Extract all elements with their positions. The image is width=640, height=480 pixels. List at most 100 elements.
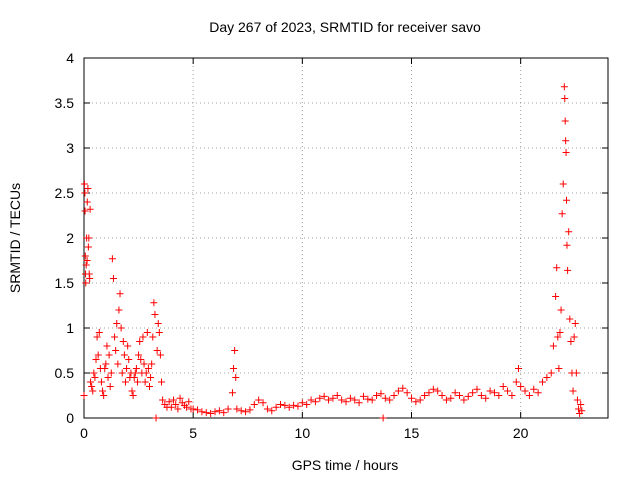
data-point	[88, 383, 96, 390]
data-point	[562, 137, 570, 145]
data-point	[85, 234, 93, 242]
data-point	[167, 403, 175, 411]
data-point	[94, 351, 102, 359]
data-point	[563, 196, 571, 204]
data-point	[231, 347, 239, 354]
data-point	[298, 399, 306, 407]
data-point	[81, 189, 89, 197]
x-tick-label: 10	[295, 425, 311, 441]
data-point	[83, 257, 91, 264]
data-point	[224, 405, 232, 413]
data-point	[118, 369, 126, 377]
data-point	[81, 207, 89, 215]
data-point	[90, 369, 98, 377]
data-point	[377, 390, 385, 398]
data-point	[165, 398, 173, 406]
data-point	[558, 210, 566, 218]
data-point	[121, 378, 129, 386]
data-point	[132, 365, 140, 372]
data-point	[125, 356, 133, 363]
data-point	[560, 83, 568, 91]
data-point	[91, 374, 99, 381]
data-point	[285, 403, 293, 411]
data-point	[172, 401, 180, 408]
data-point	[92, 356, 100, 363]
data-point	[434, 387, 442, 395]
data-point	[144, 365, 152, 372]
data-point	[421, 392, 429, 399]
data-point	[429, 385, 437, 393]
data-point	[115, 306, 123, 314]
data-point	[552, 293, 560, 300]
data-point	[82, 279, 90, 287]
data-point	[99, 387, 107, 395]
data-point	[386, 396, 394, 404]
data-point	[561, 117, 569, 125]
data-point	[316, 394, 324, 402]
data-point	[556, 329, 564, 336]
data-point	[412, 398, 420, 406]
data-point	[566, 315, 574, 323]
data-point	[84, 243, 92, 251]
data-point	[333, 392, 341, 399]
data-point	[451, 389, 459, 397]
data-point	[84, 185, 92, 192]
data-point	[158, 378, 166, 386]
data-point	[86, 275, 94, 282]
data-point	[202, 409, 210, 417]
data-point	[176, 394, 184, 402]
data-point	[307, 396, 315, 404]
data-point	[83, 198, 91, 206]
data-point	[135, 351, 143, 359]
data-point	[255, 396, 263, 404]
data-point	[486, 387, 494, 395]
data-point	[86, 205, 94, 213]
data-point	[237, 407, 245, 415]
data-point	[89, 387, 97, 395]
data-point	[342, 398, 350, 406]
data-point	[151, 311, 159, 318]
data-point	[152, 414, 160, 422]
data-point	[129, 392, 137, 399]
data-point	[101, 365, 109, 372]
data-point	[504, 387, 512, 395]
data-point	[325, 396, 333, 404]
data-point	[399, 384, 407, 392]
data-point	[93, 333, 101, 341]
data-point	[133, 378, 141, 386]
data-point	[555, 365, 563, 372]
y-tick-label: 0.5	[55, 365, 75, 381]
data-point	[263, 405, 271, 413]
data-point	[530, 385, 538, 393]
data-point	[562, 149, 570, 156]
y-tick-label: 3.5	[55, 95, 75, 111]
data-point	[109, 275, 117, 282]
grid-layer	[84, 58, 608, 418]
data-point	[373, 392, 381, 399]
data-point	[250, 401, 258, 408]
data-point	[416, 396, 424, 404]
data-point	[477, 392, 485, 399]
data-point	[148, 360, 156, 368]
data-point	[577, 401, 585, 408]
data-point	[207, 410, 215, 417]
data-point	[242, 408, 250, 416]
data-point	[557, 306, 565, 314]
data-point	[153, 347, 161, 354]
data-point	[228, 389, 236, 397]
data-point	[146, 383, 153, 390]
data-point	[311, 398, 319, 406]
data-point	[543, 374, 551, 381]
data-point	[381, 394, 389, 402]
data-point	[136, 338, 144, 345]
data-point	[379, 414, 387, 422]
data-point	[456, 392, 464, 399]
plot-frame	[83, 57, 609, 419]
data-point	[482, 394, 490, 402]
x-axis-label: GPS time / hours	[292, 457, 399, 473]
data-point	[272, 403, 280, 411]
data-point	[495, 392, 503, 399]
data-point	[469, 389, 477, 397]
data-point	[570, 333, 578, 341]
